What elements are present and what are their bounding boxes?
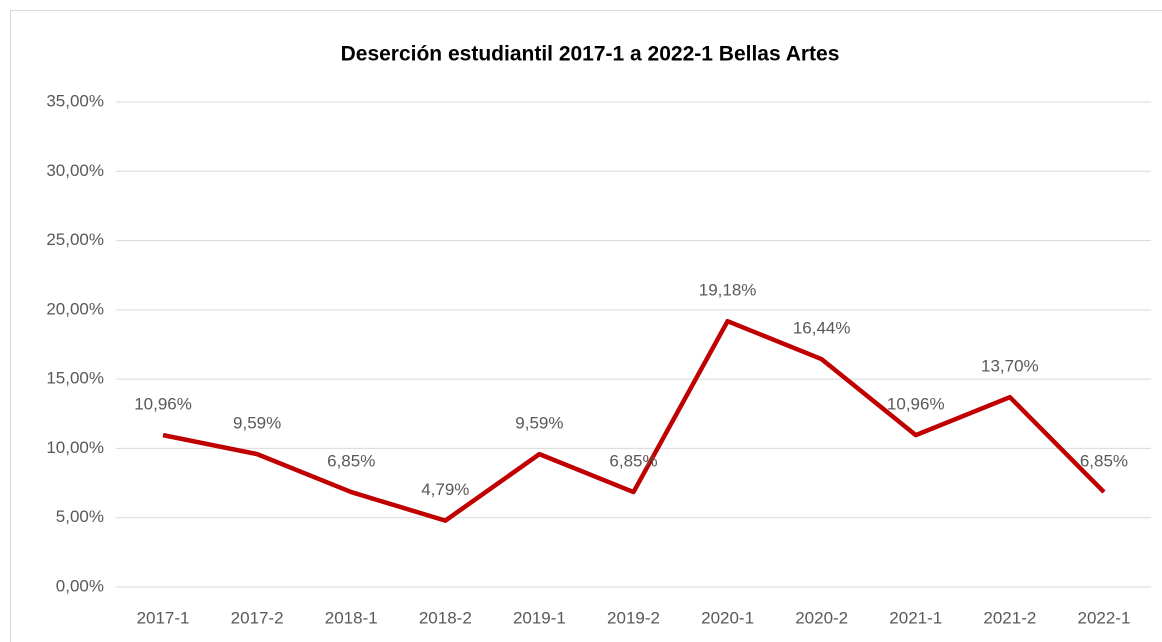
- x-tick-label: 2017-2: [231, 608, 284, 627]
- data-label: 9,59%: [233, 414, 281, 433]
- x-tick-label: 2017-1: [137, 608, 190, 627]
- x-tick-label: 2022-1: [1077, 608, 1130, 627]
- x-tick-label: 2020-1: [701, 608, 754, 627]
- y-tick-label: 30,00%: [46, 161, 104, 180]
- data-label: 13,70%: [981, 357, 1039, 376]
- x-tick-label: 2019-1: [513, 608, 566, 627]
- y-tick-label: 25,00%: [46, 230, 104, 249]
- y-tick-label: 5,00%: [56, 507, 104, 526]
- y-tick-label: 0,00%: [56, 576, 104, 595]
- data-label: 16,44%: [793, 319, 851, 338]
- x-tick-label: 2021-2: [983, 608, 1036, 627]
- data-label: 6,85%: [327, 452, 375, 471]
- data-label: 9,59%: [515, 414, 563, 433]
- data-label: 19,18%: [699, 281, 757, 300]
- data-label: 4,79%: [421, 480, 469, 499]
- chart-title: Deserción estudiantil 2017-1 a 2022-1 Be…: [341, 43, 840, 66]
- chart-border: [10, 10, 1162, 642]
- x-tick-label: 2018-1: [325, 608, 378, 627]
- data-label: 6,85%: [609, 452, 657, 471]
- x-tick-label: 2018-2: [419, 608, 472, 627]
- y-tick-label: 15,00%: [46, 369, 104, 388]
- y-tick-label: 35,00%: [46, 91, 104, 110]
- data-label: 6,85%: [1080, 452, 1128, 471]
- data-label: 10,96%: [887, 395, 945, 414]
- data-label: 10,96%: [134, 395, 192, 414]
- line: [162, 318, 1106, 523]
- x-tick-label: 2021-1: [889, 608, 942, 627]
- x-tick-label: 2020-2: [795, 608, 848, 627]
- y-tick-label: 10,00%: [46, 438, 104, 457]
- x-tick-label: 2019-2: [607, 608, 660, 627]
- y-tick-label: 20,00%: [46, 299, 104, 318]
